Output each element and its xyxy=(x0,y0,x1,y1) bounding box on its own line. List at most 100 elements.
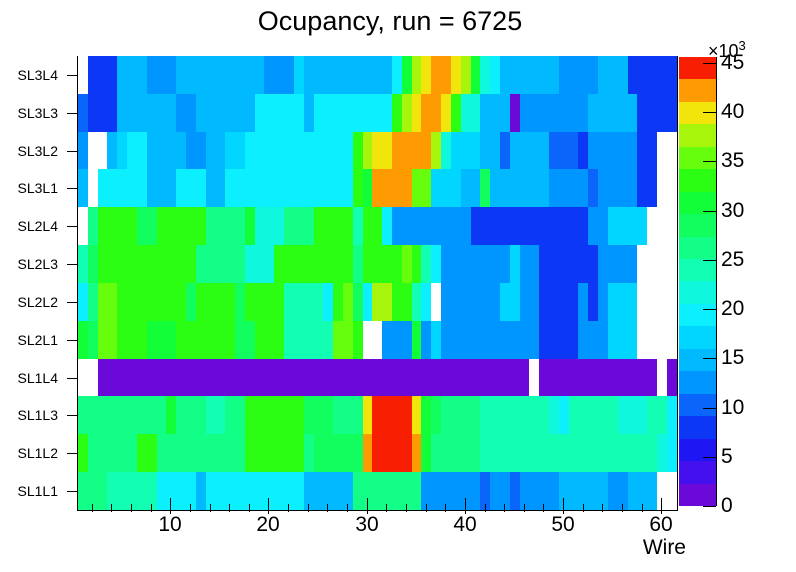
heatmap-cell xyxy=(195,396,206,435)
heatmap-cell xyxy=(549,56,559,94)
heatmap-cell xyxy=(401,56,412,94)
heatmap-cell xyxy=(509,245,520,283)
heatmap-cell xyxy=(509,282,520,321)
heatmap-cell xyxy=(490,472,500,510)
x-axis-minor-tick xyxy=(347,504,348,512)
heatmap-cell xyxy=(647,207,657,245)
heatmap-cell xyxy=(411,358,422,397)
heatmap-cell xyxy=(411,282,422,321)
heatmap-cell xyxy=(637,245,647,283)
colorbar-tick xyxy=(703,309,716,310)
heatmap-cell xyxy=(117,207,128,246)
heatmap-cell xyxy=(666,396,677,435)
heatmap-cell xyxy=(333,93,343,132)
colorbar-tick xyxy=(703,408,716,409)
heatmap-cell xyxy=(607,245,618,283)
x-axis-minor-tick xyxy=(249,504,250,512)
heatmap-cell xyxy=(598,396,608,435)
heatmap-cell xyxy=(549,472,559,510)
heatmap-cell xyxy=(509,434,520,473)
heatmap-cell xyxy=(146,56,157,94)
heatmap-cell xyxy=(185,93,196,132)
heatmap-cell xyxy=(549,434,559,473)
heatmap-cell xyxy=(411,396,422,435)
heatmap-cell xyxy=(264,282,275,321)
heatmap-cell xyxy=(450,282,461,321)
heatmap-cell xyxy=(352,56,363,94)
heatmap-cell xyxy=(323,245,334,283)
heatmap-cell xyxy=(411,320,422,359)
x-axis-minor-tick xyxy=(504,504,505,512)
heatmap-cell xyxy=(490,207,500,246)
heatmap-cell xyxy=(539,396,549,435)
heatmap-row-SL2L2 xyxy=(78,282,677,321)
heatmap-cell xyxy=(617,396,628,435)
heatmap-cell xyxy=(185,56,196,94)
heatmap-cell xyxy=(313,282,324,321)
y-axis-label-SL1L3: SL1L3 xyxy=(17,407,58,424)
heatmap-cell xyxy=(254,93,265,132)
heatmap-cell xyxy=(215,282,226,321)
heatmap-cell xyxy=(87,396,98,435)
heatmap-cell xyxy=(352,169,363,208)
heatmap-cell xyxy=(372,169,383,208)
heatmap-cell xyxy=(499,93,510,132)
y-axis-label-SL2L2: SL2L2 xyxy=(17,293,58,310)
heatmap-cell xyxy=(166,358,177,397)
heatmap-cell xyxy=(578,245,589,283)
heatmap-cell xyxy=(598,169,608,208)
heatmap-cell xyxy=(470,131,481,170)
heatmap-cell xyxy=(549,245,559,283)
heatmap-cell xyxy=(235,56,245,94)
heatmap-cell xyxy=(264,434,275,473)
colorbar-tick-label: 15 xyxy=(721,346,745,369)
heatmap-cell xyxy=(284,434,294,473)
heatmap-cell xyxy=(382,93,392,132)
heatmap-cell xyxy=(499,358,510,397)
heatmap-cell xyxy=(558,472,569,510)
heatmap-cell xyxy=(421,358,432,397)
heatmap-row-SL3L3 xyxy=(78,93,677,132)
heatmap-cell xyxy=(656,434,667,473)
heatmap-cell xyxy=(578,169,589,208)
heatmap-cell xyxy=(88,132,98,170)
x-axis-major-tick xyxy=(170,498,171,514)
heatmap-cell xyxy=(539,358,549,397)
heatmap-cell xyxy=(480,396,491,435)
heatmap-cell xyxy=(499,434,510,473)
heatmap-cell xyxy=(235,207,245,246)
heatmap-cell xyxy=(107,245,118,283)
x-axis-tick-label: 60 xyxy=(649,513,673,536)
x-axis-minor-tick xyxy=(445,504,446,512)
heatmap-cell xyxy=(293,472,304,510)
colorbar-band-7 xyxy=(679,326,716,349)
heatmap-cell xyxy=(274,396,285,435)
heatmap-cell xyxy=(617,320,628,359)
heatmap-cell xyxy=(136,320,147,359)
heatmap-cell xyxy=(578,434,589,473)
heatmap-cell xyxy=(450,207,461,246)
heatmap-cell xyxy=(127,472,137,510)
heatmap-cell xyxy=(136,396,147,435)
heatmap-cell xyxy=(274,282,285,321)
colorbar-exponent-label: ×103 xyxy=(708,38,746,62)
heatmap-cell xyxy=(372,207,383,246)
heatmap-cell xyxy=(264,131,275,170)
heatmap-cell xyxy=(607,282,618,321)
heatmap-cell xyxy=(499,245,510,283)
heatmap-cell xyxy=(617,56,628,94)
y-axis-label-SL2L1: SL2L1 xyxy=(17,331,58,348)
heatmap-cell xyxy=(460,131,471,170)
y-axis-tick xyxy=(67,226,77,227)
colorbar-tick-label: 45 xyxy=(721,51,745,74)
heatmap-cell xyxy=(166,131,177,170)
heatmap-cell xyxy=(274,207,285,246)
colorbar-tick xyxy=(703,358,716,359)
heatmap-cell xyxy=(78,282,88,321)
heatmap-cell xyxy=(117,56,128,94)
x-axis-minor-tick xyxy=(602,504,603,512)
heatmap-cell xyxy=(323,131,334,170)
heatmap-cell xyxy=(558,358,569,397)
heatmap-cell xyxy=(146,207,157,246)
heatmap-cell xyxy=(421,396,432,435)
